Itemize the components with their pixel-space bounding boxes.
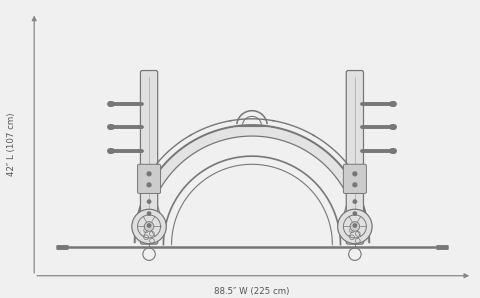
Circle shape xyxy=(353,183,357,187)
Circle shape xyxy=(353,212,357,215)
Circle shape xyxy=(353,224,357,227)
Circle shape xyxy=(147,224,151,227)
FancyBboxPatch shape xyxy=(141,71,157,244)
Circle shape xyxy=(350,222,360,231)
Circle shape xyxy=(337,209,372,244)
Circle shape xyxy=(147,200,151,203)
FancyBboxPatch shape xyxy=(346,71,363,244)
Circle shape xyxy=(144,222,154,231)
Text: 88.5″ W (225 cm): 88.5″ W (225 cm) xyxy=(214,287,289,296)
Circle shape xyxy=(147,183,151,187)
Circle shape xyxy=(147,212,151,215)
Circle shape xyxy=(353,200,357,203)
FancyBboxPatch shape xyxy=(343,164,366,193)
Circle shape xyxy=(147,172,151,176)
Circle shape xyxy=(132,209,166,244)
Polygon shape xyxy=(135,125,369,242)
Circle shape xyxy=(353,172,357,176)
Text: 42″ L (107 cm): 42″ L (107 cm) xyxy=(7,112,16,176)
FancyBboxPatch shape xyxy=(138,164,160,193)
